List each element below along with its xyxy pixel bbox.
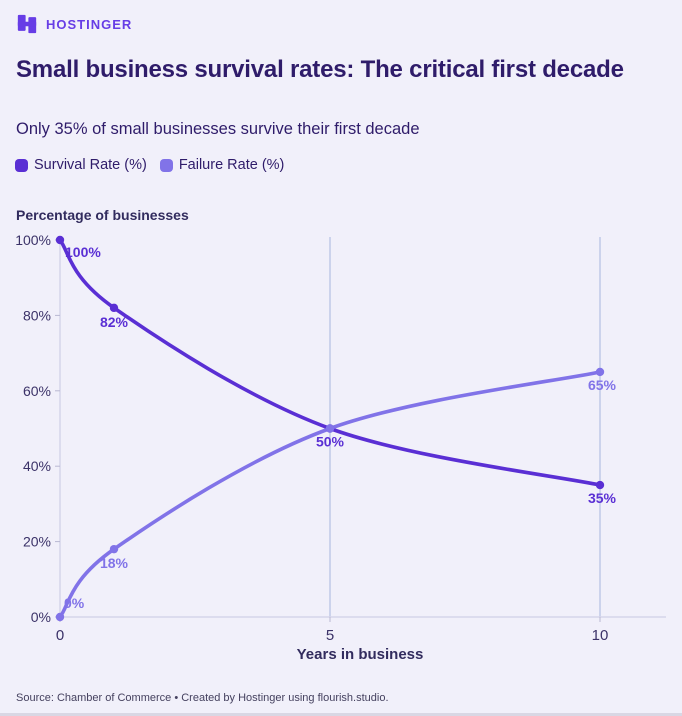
y-tick-label: 60% (23, 383, 51, 399)
survival-point-label: 100% (65, 244, 101, 260)
page-title: Small business survival rates: The criti… (16, 56, 624, 83)
survival-point-label: 35% (588, 490, 617, 506)
y-tick-label: 80% (23, 307, 51, 323)
page-subtitle: Only 35% of small businesses survive the… (16, 120, 420, 138)
bottom-edge-strip (0, 713, 682, 716)
survival-data-point (55, 235, 65, 245)
y-axis-title: Percentage of businesses (16, 207, 189, 223)
hostinger-logo[interactable]: HOSTINGER (16, 13, 132, 35)
legend-label-failure: Failure Rate (%) (178, 157, 285, 173)
survival-data-point (109, 303, 119, 313)
survival-data-point (595, 480, 605, 490)
survival-point-label: 82% (100, 314, 129, 330)
failure-data-point (325, 424, 335, 433)
hostinger-wordmark: HOSTINGER (46, 16, 133, 32)
failure-line (58, 370, 602, 619)
chart-legend: Survival Rate (%) Failure Rate (%) (15, 157, 284, 173)
x-tick-label: 0 (56, 627, 64, 644)
failure-data-point (595, 367, 605, 377)
failure-data-point (55, 612, 65, 622)
legend-swatch-survival-icon (15, 158, 28, 172)
survival-point-label: 50% (316, 434, 345, 450)
source-credit: Source: Chamber of Commerce • Created by… (16, 692, 389, 704)
legend-label-survival: Survival Rate (%) (34, 157, 147, 173)
legend-item-survival[interactable]: Survival Rate (%) (15, 157, 147, 173)
failure-point-label: 0% (64, 595, 85, 611)
failure-data-point (109, 544, 119, 554)
line-chart: 0% 20% 40% 60% 80% 100% 0 5 10 100% 82% 50% 35% 0% 18%… (15, 232, 666, 644)
hostinger-logo-icon (16, 13, 38, 35)
survival-line (58, 238, 602, 487)
legend-swatch-failure-icon (159, 158, 173, 172)
legend-item-failure[interactable]: Failure Rate (%) (159, 157, 285, 173)
failure-point-label: 65% (588, 377, 617, 393)
y-tick-label: 0% (31, 609, 51, 625)
x-axis-title: Years in business (296, 646, 424, 663)
y-tick-label: 100% (15, 232, 51, 248)
y-tick-label: 20% (23, 534, 51, 550)
x-tick-label: 10 (592, 627, 609, 644)
x-tick-label: 5 (326, 627, 334, 644)
y-tick-label: 40% (23, 458, 51, 474)
failure-point-label: 18% (100, 555, 129, 571)
